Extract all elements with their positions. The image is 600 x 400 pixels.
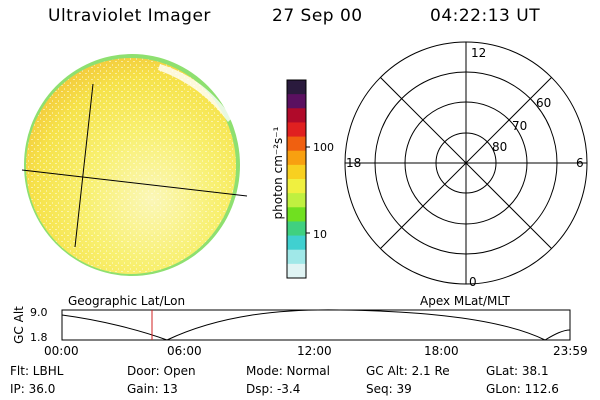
altitude-plot xyxy=(61,309,571,341)
colorbar-unit-label: photon cm⁻²s⁻¹ xyxy=(271,126,285,220)
mlt-label-12: 12 xyxy=(471,46,487,60)
colorbar-band xyxy=(287,193,306,208)
colorbar-band xyxy=(287,94,306,109)
altitude-xtick-4: 23:59 xyxy=(553,344,588,358)
mlt-label-0: 0 xyxy=(469,275,477,289)
status-glat: GLat: 38.1 xyxy=(486,364,549,378)
lat-label-70: 70 xyxy=(512,119,528,133)
instrument-title: Ultraviolet Imager xyxy=(48,6,211,26)
uv-image-disc xyxy=(21,54,248,276)
colorbar-band xyxy=(287,263,306,279)
altitude-xtick-1: 06:00 xyxy=(167,344,202,358)
colorbar-band xyxy=(287,235,306,251)
colorbar-band xyxy=(287,150,306,166)
status-gain: Gain: 13 xyxy=(127,382,178,396)
colorbar-band xyxy=(287,136,306,152)
time-label: 04:22:13 UT xyxy=(430,6,541,26)
altitude-axis-label: GC Alt xyxy=(12,306,26,344)
status-seq: Seq: 39 xyxy=(366,382,412,396)
colorbar xyxy=(286,79,310,279)
altitude-curve xyxy=(61,309,571,341)
status-door: Door: Open xyxy=(127,364,196,378)
status-glon: GLon: 112.6 xyxy=(486,382,559,396)
altitude-ytick-high: 9.0 xyxy=(30,306,48,319)
altitude-xtick-0: 00:00 xyxy=(44,344,79,358)
lat-label-80: 80 xyxy=(492,140,508,154)
altitude-xtick-2: 12:00 xyxy=(297,344,332,358)
status-flt: Flt: LBHL xyxy=(10,364,64,378)
colorbar-band xyxy=(287,179,306,194)
colorbar-band xyxy=(287,108,306,123)
colorbar-band xyxy=(287,207,306,222)
colorbar-band xyxy=(287,122,306,138)
altitude-xtick-3: 18:00 xyxy=(424,344,459,358)
polar-grid xyxy=(344,41,588,285)
status-gcalt: GC Alt: 2.1 Re xyxy=(366,364,450,378)
date-label: 27 Sep 00 xyxy=(272,6,363,26)
status-ip: IP: 36.0 xyxy=(10,382,56,396)
status-dsp: Dsp: -3.4 xyxy=(246,382,301,396)
colorbar-tick-10: 10 xyxy=(313,228,327,241)
colorbar-band xyxy=(287,221,306,237)
altitude-left-title: Geographic Lat/Lon xyxy=(68,294,186,308)
colorbar-band xyxy=(287,164,306,180)
status-mode: Mode: Normal xyxy=(246,364,330,378)
latitude-line xyxy=(21,169,248,197)
longitude-line xyxy=(74,83,94,248)
colorbar-tick-100: 100 xyxy=(313,141,334,154)
colorbar-band xyxy=(287,80,306,95)
lat-label-60: 60 xyxy=(536,96,552,110)
altitude-ytick-low: 1.8 xyxy=(30,331,48,344)
colorbar-band xyxy=(287,249,306,265)
altitude-right-title: Apex MLat/MLT xyxy=(420,294,510,308)
mlt-label-18: 18 xyxy=(346,156,362,170)
colorbar-frame xyxy=(286,79,307,279)
mlt-label-6: 6 xyxy=(576,156,584,170)
